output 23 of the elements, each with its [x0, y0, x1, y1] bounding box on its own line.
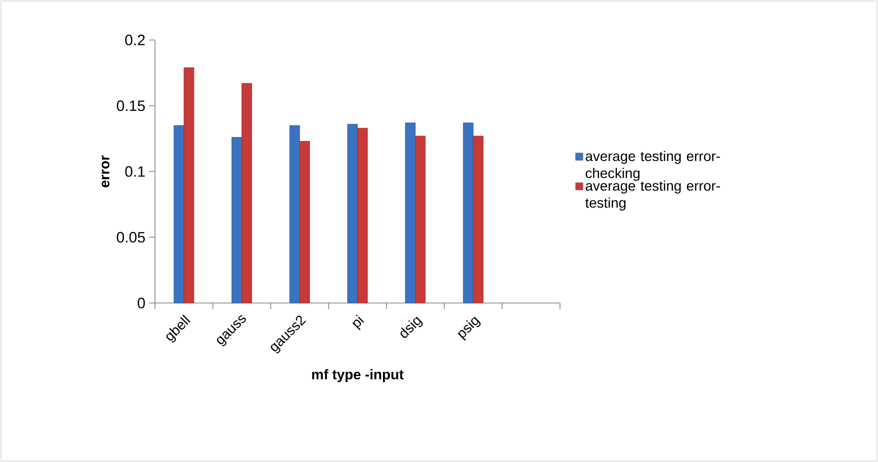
- legend-label: average testing error-testing: [585, 180, 720, 211]
- bar: [405, 122, 416, 304]
- x-axis-title: mf type -input: [312, 369, 404, 382]
- bar: [242, 83, 252, 304]
- y-tick-label: 0.1: [125, 166, 145, 177]
- x-tick-label: dsig: [400, 316, 423, 338]
- legend-label: average testing error-checking: [586, 150, 720, 181]
- y-tick-label: 0: [138, 298, 145, 308]
- bar: [347, 124, 358, 304]
- y-tick-label: 0.15: [116, 100, 145, 112]
- bar: [232, 137, 242, 304]
- bar: [174, 125, 184, 304]
- bar: [415, 136, 426, 304]
- bar: [184, 67, 194, 304]
- bar: [463, 122, 474, 304]
- y-tick-label: 0.05: [116, 232, 145, 243]
- y-axis-title: error: [102, 155, 110, 188]
- bar: [289, 125, 300, 304]
- bar: [299, 141, 310, 304]
- x-tick-label: pi: [352, 314, 364, 330]
- y-tick-label: 0.2: [125, 34, 145, 46]
- bar: [473, 136, 484, 304]
- bar: [357, 128, 368, 304]
